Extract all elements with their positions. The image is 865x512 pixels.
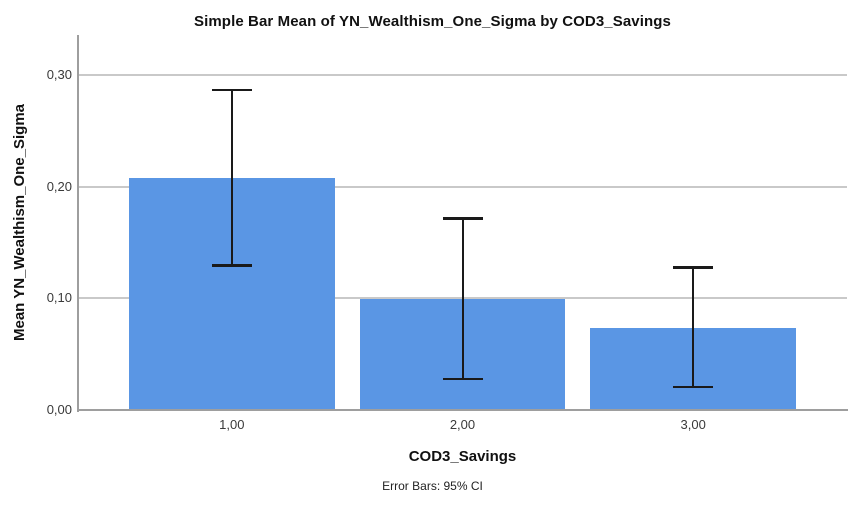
- x-axis-line: [76, 409, 848, 411]
- error-bars-footnote: Error Bars: 95% CI: [382, 479, 483, 493]
- error-bar-cap-bottom: [211, 264, 252, 267]
- error-bar-cap-top: [211, 88, 252, 92]
- chart-title: Simple Bar Mean of YN_Wealthism_One_Sigm…: [194, 13, 671, 30]
- error-bar-line: [692, 267, 695, 387]
- x-tick-label: 2,00: [449, 417, 476, 432]
- error-bar-cap-top: [673, 266, 714, 269]
- plot-area: [78, 35, 847, 410]
- gridline: [78, 185, 847, 188]
- gridline: [78, 74, 847, 77]
- error-bar-cap-bottom: [673, 385, 714, 389]
- error-bar-cap-bottom: [442, 377, 483, 381]
- x-tick-label: 1,00: [219, 417, 245, 432]
- y-tick-label: 0,10: [46, 290, 72, 306]
- y-tick-label: 0,20: [46, 178, 72, 194]
- y-tick-label: 0,30: [46, 67, 72, 83]
- y-axis-title: Mean YN_Wealthism_One_Sigma: [4, 35, 36, 410]
- error-bar-cap-top: [442, 217, 483, 220]
- y-tick-label: 0,00: [46, 402, 72, 417]
- error-bar-line: [230, 89, 233, 266]
- x-tick-label: 3,00: [680, 417, 706, 432]
- x-axis-title: COD3_Savings: [408, 448, 517, 465]
- error-bar-line: [461, 218, 464, 379]
- y-axis-line: [76, 35, 79, 412]
